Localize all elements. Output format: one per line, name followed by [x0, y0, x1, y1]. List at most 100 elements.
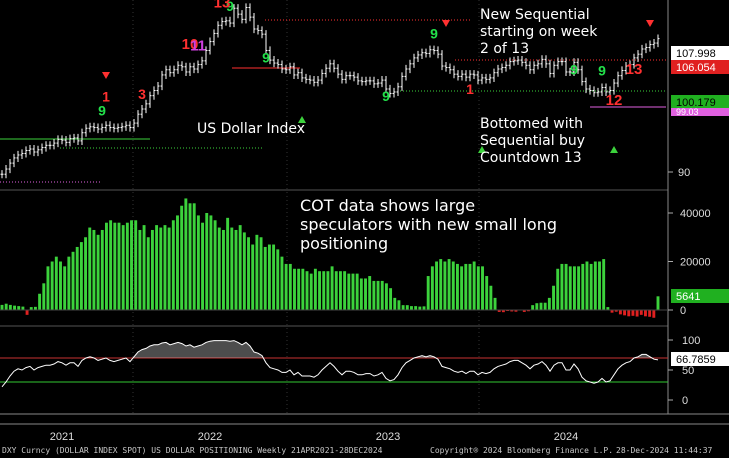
price-bar — [372, 76, 376, 88]
cot-bar — [501, 310, 505, 313]
cot-y-tick-label: 0 — [680, 305, 686, 317]
price-bar — [408, 59, 412, 74]
cot-annotation: COT data shows large speculators with ne… — [300, 196, 558, 253]
cot-bar — [531, 305, 535, 310]
sequential-count-1: 1 — [102, 88, 110, 104]
price-bar — [400, 72, 404, 91]
x-tick-label: 2023 — [376, 431, 400, 443]
cot-bar — [426, 276, 430, 310]
sequential-count-3: 3 — [138, 86, 146, 102]
cot-bar — [0, 304, 4, 310]
cot-bar — [171, 220, 175, 310]
price-bar — [80, 128, 84, 145]
cot-bar — [435, 261, 439, 310]
cot-last-value-bg — [671, 289, 729, 303]
price-bar — [448, 63, 452, 74]
cot-bar — [267, 244, 271, 310]
price-bar — [100, 123, 104, 134]
price-bar — [172, 65, 176, 77]
cot-bar — [439, 259, 443, 310]
price-bar — [108, 121, 112, 132]
sequential-count-13: 13 — [214, 0, 231, 12]
cot-bar — [176, 215, 179, 310]
cot-bar — [527, 310, 530, 312]
cot-bar — [631, 310, 635, 316]
price-bar — [68, 134, 72, 147]
cot-bar — [251, 244, 255, 310]
price-bar — [236, 4, 240, 19]
cot-bar — [418, 306, 422, 310]
price-bar — [72, 133, 76, 143]
price-bar — [292, 62, 296, 80]
cot-bar — [364, 278, 367, 310]
price-bar — [484, 73, 488, 84]
price-bar — [548, 59, 552, 78]
price-bar — [348, 71, 352, 80]
price-bar — [28, 144, 32, 155]
cot-bar — [343, 271, 347, 310]
cot-bar — [209, 215, 213, 310]
sequential-count-2: 2 — [662, 0, 670, 3]
cot-bar — [242, 232, 246, 310]
price-bar — [620, 66, 624, 80]
cot-last-value: 5641 — [676, 291, 700, 303]
price-bar — [428, 45, 432, 58]
price-bar — [244, 3, 248, 24]
rsi-overbought-fill — [2, 340, 658, 358]
price-bar — [156, 81, 160, 95]
rsi-y-tick-label: 100 — [682, 335, 700, 347]
cot-bar — [21, 306, 25, 310]
new-sequential-annotation: New Sequential starting on week 2 of 13 — [480, 7, 598, 57]
price-bar — [632, 53, 636, 69]
cot-bar — [572, 266, 576, 310]
price-bar — [192, 62, 196, 74]
price-bar — [600, 83, 604, 97]
price-bar — [616, 71, 620, 88]
price-bar — [252, 13, 256, 34]
cot-bar — [384, 283, 388, 310]
price-bar — [44, 141, 48, 152]
cot-bar — [167, 227, 171, 310]
rsi-last-value: 66.7859 — [676, 354, 716, 366]
cot-bar — [84, 237, 88, 310]
cot-bar — [46, 266, 50, 310]
price-bar — [152, 86, 156, 100]
footer-security: DXY Curncy (DOLLAR INDEX SPOT) US DOLLAR… — [2, 446, 383, 455]
cot-bar — [247, 237, 250, 310]
price-bar — [276, 58, 280, 69]
price-bar — [388, 84, 392, 98]
price-bar — [312, 76, 316, 87]
cot-bar — [489, 285, 493, 310]
price-bar — [480, 73, 484, 85]
price-bar — [596, 87, 600, 97]
cot-bar — [67, 256, 71, 310]
level-label-green-bg — [671, 95, 729, 109]
price-bar — [284, 64, 288, 74]
price-bar — [652, 38, 656, 49]
price-bar — [96, 123, 100, 134]
cot-bar — [493, 297, 497, 310]
price-bar — [220, 17, 224, 30]
price-bar — [572, 58, 576, 77]
cot-bar — [63, 266, 67, 310]
sequential-count-9: 9 — [430, 25, 438, 41]
price-bar — [88, 122, 92, 133]
price-bar — [564, 57, 568, 77]
price-bar — [452, 65, 456, 79]
price-bar — [144, 99, 148, 114]
cot-bar — [648, 310, 652, 317]
price-bar — [528, 61, 532, 74]
price-bar — [36, 145, 40, 157]
price-bar — [364, 76, 368, 86]
price-bar — [164, 65, 168, 80]
price-bar — [352, 71, 356, 82]
cot-bar — [556, 268, 560, 310]
price-bar — [120, 122, 124, 132]
cot-bar — [593, 261, 597, 310]
price-bar — [232, 4, 236, 28]
cot-bar — [293, 268, 296, 310]
price-bar — [132, 119, 136, 132]
last-price-label: 107.998 — [676, 48, 716, 60]
price-bar — [540, 55, 544, 68]
